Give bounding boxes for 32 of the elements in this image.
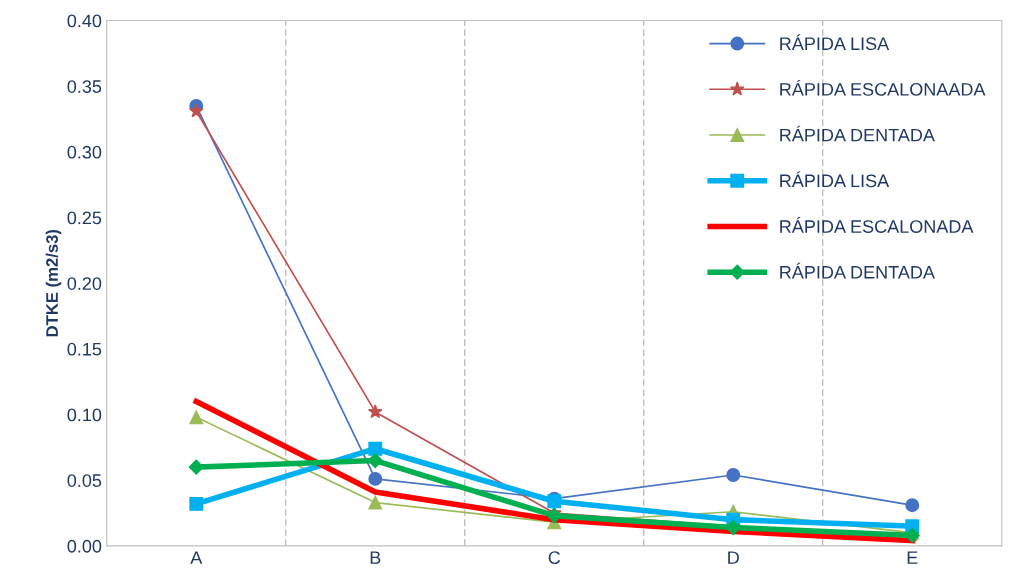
point	[726, 468, 741, 482]
x-tick-label: E	[907, 551, 918, 564]
legend-label: RÁPIDA DENTADA	[780, 262, 935, 279]
point	[367, 404, 383, 419]
y-tick-label: 0.05	[67, 474, 102, 487]
point	[188, 459, 204, 475]
point	[368, 471, 383, 486]
y-tick-label: 0.20	[67, 277, 102, 290]
x-tick-label: C	[548, 551, 561, 565]
y-tick-label: 0.25	[67, 211, 102, 225]
legend-label: RÁPIDA LISA	[780, 34, 890, 51]
point	[189, 410, 204, 425]
y-tick-label: 0.35	[67, 80, 102, 93]
point	[905, 498, 920, 513]
point	[368, 441, 383, 456]
point	[189, 496, 204, 511]
legend-label: RÁPIDA DENTADA	[780, 125, 935, 142]
y-tick-label: 0.40	[67, 14, 102, 28]
x-tick-label: A	[190, 551, 203, 564]
point	[368, 495, 383, 510]
legend-label: RÁPIDA ESCALONADA	[780, 217, 974, 233]
x-tick-label: D	[728, 551, 739, 564]
y-axis-title: DTKE (m2/s3)	[45, 229, 62, 337]
y-tick-label: 0.10	[67, 408, 102, 422]
y-tick-label: 0.00	[67, 539, 102, 553]
legend-label: RÁPIDA ESCALONAADA	[780, 79, 986, 96]
x-tick-label: B	[370, 551, 381, 564]
y-tick-label: 0.15	[67, 342, 102, 356]
y-tick-label: 0.30	[67, 145, 102, 159]
point	[546, 508, 562, 524]
legend-label: RÁPIDA LISA	[780, 171, 890, 188]
point	[188, 103, 204, 118]
